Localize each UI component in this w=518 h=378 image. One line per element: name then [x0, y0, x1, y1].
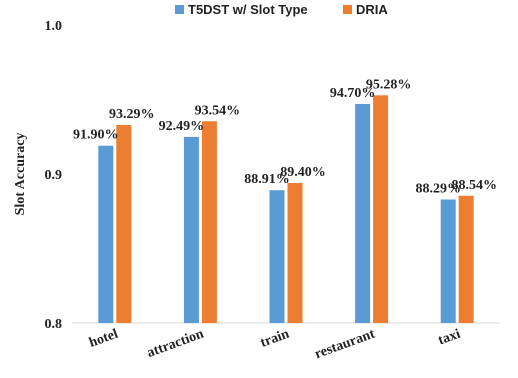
y-axis-ticks: 0.8 0.9 1.0: [45, 19, 63, 332]
x-tick-label: taxi: [436, 327, 462, 349]
y-tick-label: 1.0: [45, 19, 63, 34]
y-axis-title: Slot Accuracy: [13, 133, 28, 216]
y-tick-label: 0.8: [45, 317, 63, 332]
bar-train-baseline: [269, 190, 285, 323]
bar-attraction-baseline: [183, 136, 199, 323]
data-label: 94.70%: [330, 86, 376, 101]
x-tick-label: hotel: [87, 327, 120, 351]
legend-swatch: [343, 5, 352, 14]
legend-label: DRIA: [356, 2, 388, 17]
x-tick-label: restaurant: [313, 327, 377, 363]
legend: T5DST w/ Slot Type DRIA: [175, 2, 388, 17]
bar-taxi-baseline: [440, 199, 456, 323]
y-tick-label: 0.9: [45, 168, 63, 183]
bar-hotel-dria: [116, 124, 132, 323]
data-labels: 91.90% 93.29% 92.49%93.54% 88.91%89.40% 94.7…: [73, 77, 497, 196]
bar-attraction-dria: [201, 121, 217, 323]
bar-restaurant-dria: [373, 95, 389, 323]
bar-train-dria: [287, 182, 303, 323]
data-label: 91.90%: [73, 128, 119, 143]
bar-hotel-baseline: [98, 145, 114, 323]
legend-swatch: [175, 5, 184, 14]
data-label: 88.91%: [244, 172, 290, 187]
data-label: 93.29%: [109, 107, 155, 122]
bar-restaurant-baseline: [355, 103, 371, 323]
data-label: 92.49%: [159, 119, 205, 134]
data-label: 88.29%: [415, 181, 461, 196]
data-label: 88.54%: [451, 178, 497, 193]
data-label: 95.28%: [366, 77, 412, 92]
bar-taxi-dria: [458, 195, 474, 323]
x-axis-labels: hotel attraction train restaurant taxi: [87, 327, 462, 363]
data-label: 93.54%: [195, 103, 241, 118]
bars: [98, 95, 474, 323]
data-label: 89.40%: [280, 165, 326, 180]
x-tick-label: train: [258, 327, 291, 351]
legend-label: T5DST w/ Slot Type: [188, 2, 308, 17]
x-tick-label: attraction: [145, 327, 206, 361]
